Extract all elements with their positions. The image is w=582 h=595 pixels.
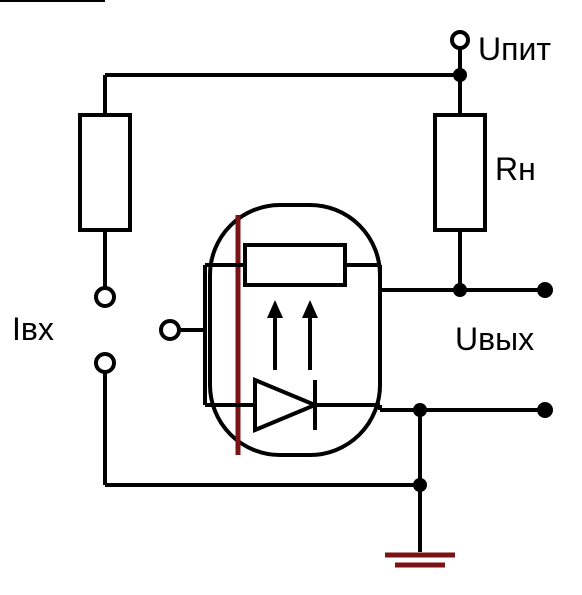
label-u-out: Uвых xyxy=(455,321,534,357)
node-mid-right xyxy=(453,283,467,297)
resistor-left xyxy=(80,115,130,230)
terminal-u-supply xyxy=(452,32,468,48)
node-low-right xyxy=(413,403,427,417)
terminal-out-lower xyxy=(537,402,553,418)
node-top-right xyxy=(453,68,467,82)
node-ground xyxy=(413,478,427,492)
terminal-in-lower xyxy=(96,354,114,372)
led-symbol xyxy=(255,300,335,430)
label-u-supply: Uпит xyxy=(478,31,551,67)
terminal-in-upper xyxy=(96,288,114,306)
circuit-diagram: Uпит Rн Iвх Uвых xyxy=(0,0,582,595)
terminal-opto-in xyxy=(161,321,179,339)
resistor-opto xyxy=(245,245,345,285)
label-i-in: Iвх xyxy=(12,311,54,347)
terminal-out-upper xyxy=(537,282,553,298)
resistor-load xyxy=(435,115,485,230)
label-r-load: Rн xyxy=(495,151,536,187)
